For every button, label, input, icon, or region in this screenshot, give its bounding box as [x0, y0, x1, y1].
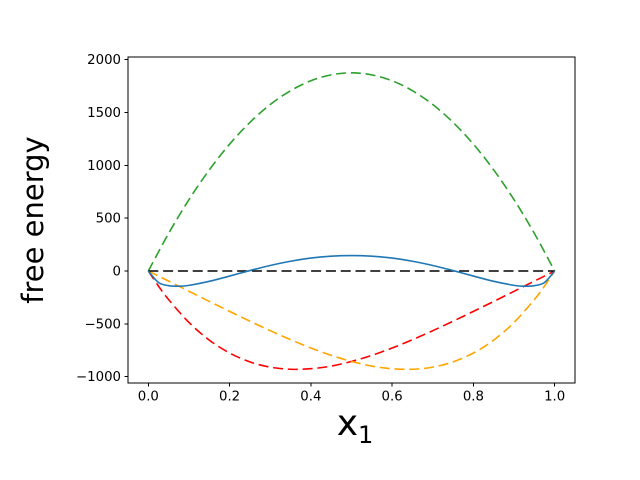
x-axis-label: x1 — [336, 403, 374, 448]
x-tick-label: 0.8 — [463, 390, 484, 405]
y-axis-label: free energy — [16, 136, 50, 304]
axes-spines — [127, 56, 576, 384]
red-dashed-curve — [147, 270, 556, 371]
blue-solid-curve — [147, 254, 556, 288]
y-tick-label: 1000 — [87, 159, 121, 174]
x-tick-label: 1.0 — [544, 390, 565, 405]
x-tick-label: 0.4 — [300, 390, 321, 405]
x-tick-label: 0.0 — [138, 390, 159, 405]
x-tick-label: 0.6 — [382, 390, 403, 405]
y-tick-label: 500 — [96, 212, 121, 227]
y-tick-label: 1500 — [87, 106, 121, 121]
y-tick-label: 2000 — [87, 53, 121, 68]
x-axis-label-subscript: 1 — [358, 421, 374, 450]
x-axis-label-base: x — [336, 403, 359, 444]
y-tick-label: 0 — [113, 264, 121, 279]
y-tick-label: −500 — [84, 317, 121, 332]
x-tick-label: 0.2 — [219, 390, 240, 405]
y-tick-label: −1000 — [76, 370, 121, 385]
orange-dashed-curve — [147, 270, 556, 371]
green-dashed-curve — [147, 72, 556, 272]
